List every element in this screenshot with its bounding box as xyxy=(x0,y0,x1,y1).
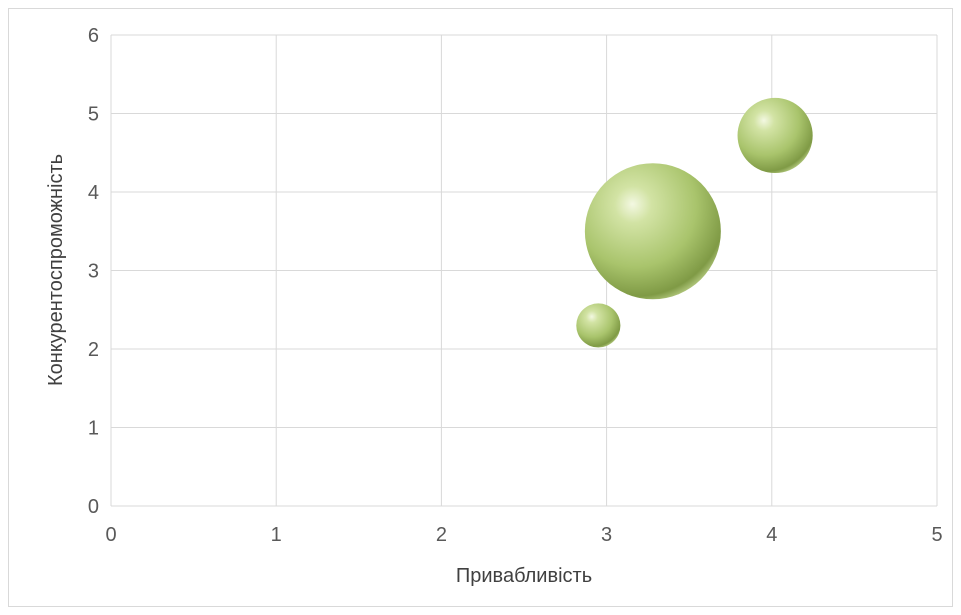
x-tick-label: 0 xyxy=(105,524,116,546)
bubbles xyxy=(576,97,813,348)
gridlines xyxy=(110,34,938,507)
y-tick-label: 3 xyxy=(88,261,99,283)
x-tick-label: 3 xyxy=(601,524,612,546)
x-tick-label: 4 xyxy=(766,524,777,546)
y-tick-label: 4 xyxy=(88,182,99,204)
y-axis-title: Конкурентоспроможність xyxy=(45,154,67,386)
y-tick-label: 6 xyxy=(88,25,99,47)
y-tick-label: 5 xyxy=(88,104,99,126)
x-tick-label: 2 xyxy=(436,524,447,546)
y-tick-label: 1 xyxy=(88,418,99,440)
x-tick-label: 1 xyxy=(271,524,282,546)
bubble-2 xyxy=(584,163,721,300)
bubble-3 xyxy=(737,97,813,174)
y-tick-label: 0 xyxy=(88,496,99,518)
x-tick-label: 5 xyxy=(931,524,942,546)
y-tick-label: 2 xyxy=(88,339,99,361)
bubble-1 xyxy=(576,303,621,348)
x-axis-title: Привабливість xyxy=(456,565,592,587)
tick-labels: 0 1 2 3 4 5 6 0 1 2 3 4 5 xyxy=(88,25,943,546)
